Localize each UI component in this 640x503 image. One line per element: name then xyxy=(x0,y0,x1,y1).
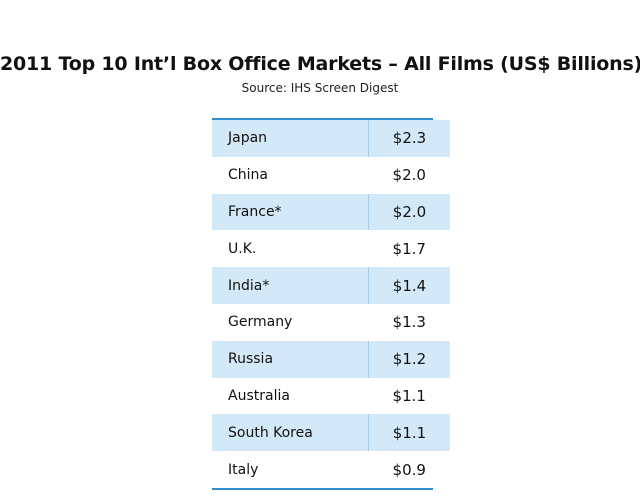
market-name-cell: China xyxy=(212,156,369,194)
chart-title: 2011 Top 10 Int’l Box Office Markets – A… xyxy=(0,53,640,75)
table-row: Germany $1.3 xyxy=(212,303,450,341)
table-row: India* $1.4 xyxy=(212,267,450,304)
box-office-value-cell: $2.3 xyxy=(368,120,450,157)
box-office-value-cell: $1.2 xyxy=(368,340,450,378)
table-row: Australia $1.1 xyxy=(212,377,450,415)
box-office-value-cell: $1.4 xyxy=(368,267,450,304)
table-row: Japan $2.3 xyxy=(212,120,450,157)
box-office-value-cell: $2.0 xyxy=(368,156,450,194)
market-name-cell: India* xyxy=(212,267,369,304)
box-office-value-cell: $1.1 xyxy=(368,414,450,452)
box-office-value-cell: $2.0 xyxy=(368,193,450,231)
box-office-value-cell: $1.1 xyxy=(368,377,450,415)
market-name-cell: Russia xyxy=(212,340,369,378)
market-name-cell: U.K. xyxy=(212,230,369,268)
box-office-value-cell: $1.3 xyxy=(368,303,450,341)
box-office-table-container: Japan $2.3 China $2.0 France* $2.0 U.K. $1.7 Ind… xyxy=(212,118,450,490)
market-name-cell: South Korea xyxy=(212,414,369,452)
box-office-table-body: Japan $2.3 China $2.0 France* $2.0 U.K. $1.7 Ind… xyxy=(212,120,450,488)
table-row: South Korea $1.1 xyxy=(212,414,450,452)
chart-subtitle: Source: IHS Screen Digest xyxy=(241,81,399,95)
box-office-value-cell: $0.9 xyxy=(368,451,450,488)
table-row: Italy $0.9 xyxy=(212,451,450,488)
market-name-cell: Australia xyxy=(212,377,369,415)
table-row: Russia $1.2 xyxy=(212,340,450,378)
table-row: U.K. $1.7 xyxy=(212,230,450,268)
market-name-cell: Italy xyxy=(212,451,369,488)
box-office-value-cell: $1.7 xyxy=(368,230,450,268)
market-name-cell: Germany xyxy=(212,303,369,341)
market-name-cell: France* xyxy=(212,193,369,231)
table-row: China $2.0 xyxy=(212,156,450,194)
table-row: France* $2.0 xyxy=(212,193,450,231)
market-name-cell: Japan xyxy=(212,120,369,157)
box-office-table: Japan $2.3 China $2.0 France* $2.0 U.K. $1.7 Ind… xyxy=(212,120,450,488)
